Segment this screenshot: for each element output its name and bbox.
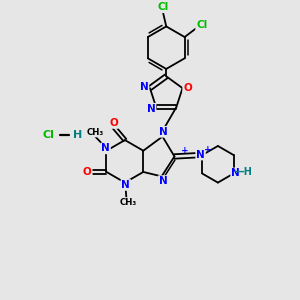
Text: N: N xyxy=(159,176,167,186)
Text: Cl: Cl xyxy=(157,2,168,12)
Text: H: H xyxy=(73,130,82,140)
Text: N: N xyxy=(159,127,168,137)
Text: +: + xyxy=(182,146,189,155)
Text: Cl: Cl xyxy=(196,20,207,30)
Text: —H: —H xyxy=(234,167,252,177)
Text: O: O xyxy=(83,167,92,177)
Text: N: N xyxy=(122,180,130,190)
Text: N: N xyxy=(196,149,205,160)
Text: N: N xyxy=(147,104,155,114)
Text: Cl: Cl xyxy=(42,130,54,140)
Text: O: O xyxy=(183,82,192,92)
Text: +: + xyxy=(204,145,212,154)
Text: CH₃: CH₃ xyxy=(119,198,136,207)
Text: N: N xyxy=(101,143,110,153)
Text: N: N xyxy=(231,168,240,178)
Text: O: O xyxy=(109,118,118,128)
Text: N: N xyxy=(140,82,148,92)
Text: CH₃: CH₃ xyxy=(87,128,104,136)
